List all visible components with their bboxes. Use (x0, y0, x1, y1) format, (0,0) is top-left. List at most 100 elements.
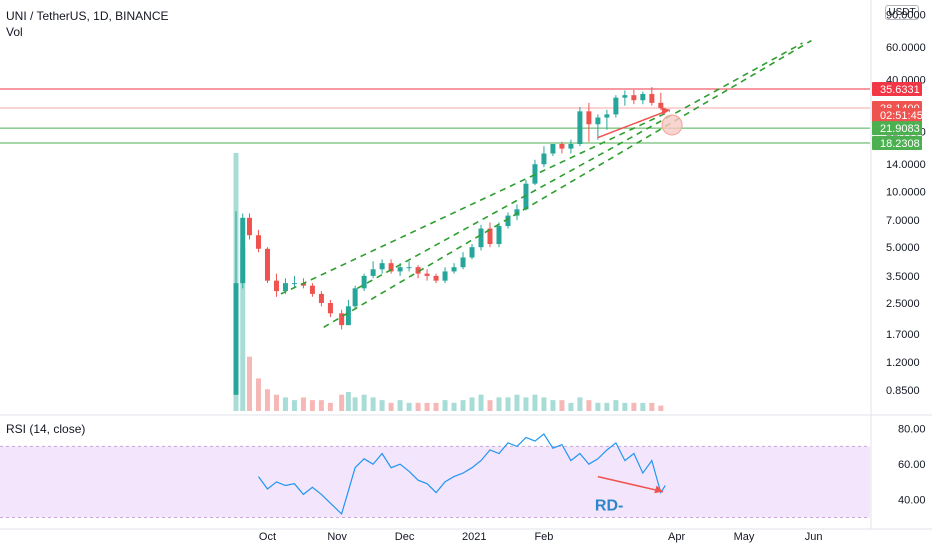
candle-body[interactable] (318, 293, 324, 304)
rsi-tick-label: 80.00 (898, 424, 926, 436)
annotations-layer: RD- (595, 107, 683, 514)
volume-bar (309, 400, 315, 411)
volume-bar (505, 397, 511, 411)
candle-body[interactable] (577, 111, 583, 144)
rsi-label: RSI (14, close) (6, 422, 86, 436)
candle-body[interactable] (496, 226, 502, 245)
candle-body[interactable] (595, 117, 601, 125)
candle-body[interactable] (568, 143, 574, 149)
volume-bar (397, 400, 403, 411)
candle-body[interactable] (264, 248, 270, 281)
price-tag[interactable] (872, 81, 922, 96)
volume-bar (514, 394, 520, 411)
volume-bar (352, 397, 358, 411)
candle-body[interactable] (300, 283, 306, 286)
axis-layer: 90.000060.000040.000021.000014.000010.00… (259, 9, 926, 543)
currency-box[interactable]: USDT (885, 5, 919, 20)
candle-body[interactable] (388, 263, 394, 272)
candle-body[interactable] (541, 153, 547, 165)
divergence-arrow-rsi[interactable] (597, 475, 664, 493)
candle-body[interactable] (345, 306, 351, 326)
volume-bar (568, 402, 574, 411)
time-tick-label: Apr (668, 531, 685, 543)
time-tick-label: Jun (805, 531, 823, 543)
price-tag[interactable] (872, 135, 922, 150)
candle-body[interactable] (397, 267, 403, 272)
volume-bar (388, 402, 394, 411)
trend-line[interactable] (280, 110, 671, 295)
rsi-band-layer (0, 445, 870, 518)
candle-body[interactable] (255, 235, 261, 249)
candle-body[interactable] (550, 143, 556, 154)
price-tag[interactable] (872, 121, 922, 136)
candle-body[interactable] (505, 215, 511, 227)
volume-bar (264, 389, 270, 411)
price-tag[interactable] (872, 108, 922, 122)
candle-body[interactable] (433, 275, 439, 281)
candle-body[interactable] (604, 114, 610, 118)
candle-body[interactable] (424, 273, 430, 276)
volume-bar (379, 400, 385, 411)
candle-body[interactable] (339, 313, 345, 326)
candle-body[interactable] (246, 217, 252, 236)
time-tick-label: Nov (327, 531, 347, 543)
candle-body[interactable] (273, 280, 279, 292)
volume-bar (622, 402, 628, 411)
candle-body[interactable] (361, 275, 367, 289)
volume-bar (496, 397, 502, 411)
time-tick-label: 2021 (462, 531, 486, 543)
volume-bar (586, 400, 592, 411)
price-tick-label: 3.5000 (886, 271, 920, 283)
candle-body[interactable] (291, 283, 297, 285)
volume-bar (361, 394, 367, 411)
candle-body[interactable] (631, 95, 637, 101)
candles-layer (233, 87, 664, 395)
candle-body[interactable] (559, 143, 565, 149)
volume-layer (233, 153, 664, 411)
volume-bar (649, 402, 655, 411)
candle-body[interactable] (379, 263, 385, 270)
rsi-band (0, 446, 870, 518)
candle-body[interactable] (282, 283, 288, 292)
candle-body[interactable] (613, 97, 619, 115)
candle-body[interactable] (451, 267, 457, 272)
candle-body[interactable] (658, 102, 664, 109)
support-circle[interactable] (661, 114, 683, 136)
time-tick-label: May (734, 531, 755, 543)
candle-body[interactable] (514, 209, 520, 216)
candle-body[interactable] (469, 247, 475, 258)
candle-body[interactable] (460, 257, 466, 268)
candle-body[interactable] (327, 303, 333, 314)
rsi-tick-label: 40.00 (898, 495, 926, 507)
candle-body[interactable] (309, 285, 315, 294)
candle-body[interactable] (640, 93, 646, 101)
volume-bar (478, 394, 484, 411)
candle-body[interactable] (240, 217, 246, 284)
candle-body[interactable] (478, 228, 484, 248)
candle-body[interactable] (487, 228, 493, 245)
candle-body[interactable] (442, 271, 448, 281)
candle-body[interactable] (622, 95, 628, 98)
rsi-tick-label: 60.00 (898, 459, 926, 471)
trend-line[interactable] (323, 39, 812, 328)
rsi-line[interactable] (258, 433, 666, 516)
divergence-arrow-price[interactable] (597, 109, 671, 139)
divergence-label: RD- (595, 497, 623, 514)
candle-body[interactable] (406, 267, 412, 269)
candle-body[interactable] (523, 183, 529, 210)
volume-bar (327, 402, 333, 411)
candle-body[interactable] (415, 267, 421, 274)
volume-bar (433, 402, 439, 411)
trend-line[interactable] (356, 42, 803, 290)
level-lines-layer (0, 88, 870, 144)
symbol-title: UNI / TetherUS, 1D, BINANCE (6, 9, 169, 23)
volume-bar (460, 400, 466, 411)
candle-body[interactable] (370, 269, 376, 276)
candle-body[interactable] (352, 288, 358, 307)
candle-body[interactable] (233, 283, 239, 395)
rsi-layer (258, 433, 666, 516)
candle-body[interactable] (586, 111, 592, 125)
candle-body[interactable] (649, 93, 655, 103)
price-tag-label: 35.6331 (880, 84, 920, 96)
